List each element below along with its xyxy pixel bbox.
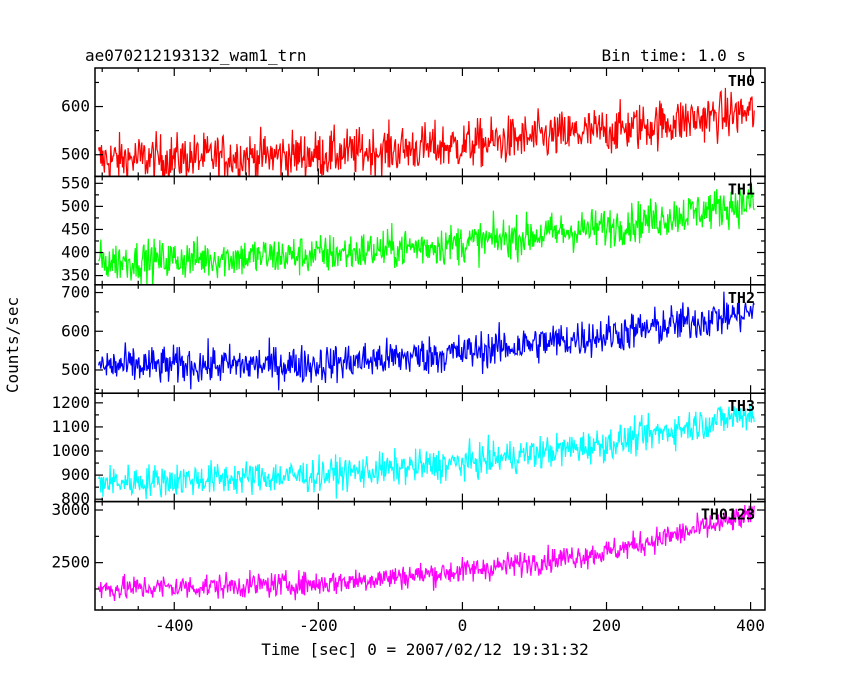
series-line-th3 [98, 403, 755, 500]
panel-th3: 800 900 1000 1100 1200 TH3 [51, 392, 766, 508]
panel-label: TH2 [728, 289, 755, 307]
panel-th0: 500 600 TH0 [61, 67, 766, 178]
series-line-th2 [98, 291, 755, 391]
series-line-th0123 [98, 504, 755, 601]
panel-label: TH1 [728, 180, 755, 198]
panel-th2: 500 600 700 TH2 [61, 283, 766, 394]
y-tick-label: 1000 [51, 441, 90, 460]
y-tick-label: 2500 [51, 553, 90, 572]
y-tick-label: 600 [61, 97, 90, 116]
x-tick-label: 200 [592, 616, 621, 635]
x-tick-label: -400 [155, 616, 194, 635]
x-tick-label: 400 [736, 616, 765, 635]
y-tick-label: 400 [61, 243, 90, 262]
x-tick-label: 0 [458, 616, 468, 635]
y-tick-label: 450 [61, 219, 90, 238]
y-tick-label: 700 [61, 283, 90, 302]
panel-frame [94, 175, 766, 286]
y-tick-label: 3000 [51, 500, 90, 519]
panel-label: TH3 [728, 397, 755, 415]
y-tick-label: 550 [61, 173, 90, 192]
y-tick-label: 1200 [51, 393, 90, 412]
panel-th0123: 2500 3000 TH0123 [51, 500, 766, 611]
y-tick-label: 600 [61, 321, 90, 340]
y-tick-label: 350 [61, 266, 90, 285]
y-tick-label: 800 [61, 489, 90, 508]
panel-label: TH0 [728, 72, 755, 90]
panel-frame [94, 500, 766, 611]
panel-frame [94, 392, 766, 503]
chart-title-left: ae070212193132_wam1_trn [85, 46, 307, 65]
y-axis-label: Counts/sec [3, 297, 22, 393]
x-tick-label: -200 [299, 616, 338, 635]
chart-title-right: Bin time: 1.0 s [602, 46, 747, 65]
y-tick-label: 1100 [51, 417, 90, 436]
y-tick-label: 500 [61, 360, 90, 379]
y-tick-label: 500 [61, 196, 90, 215]
y-tick-label: 500 [61, 145, 90, 164]
x-axis-label: Time [sec] 0 = 2007/02/12 19:31:32 [261, 640, 589, 659]
series-line-th0 [98, 87, 755, 177]
panel-label: TH0123 [701, 506, 755, 524]
x-axis: -400 -200 0 200 400 [155, 616, 765, 635]
panel-th1: 350 400 450 500 550 TH1 [61, 173, 766, 286]
series-line-th1 [98, 182, 755, 285]
panels-group: 500 600 TH0 350 400 450 500 550 TH1 500 600 700 TH2 8… [51, 67, 766, 611]
y-tick-label: 900 [61, 465, 90, 484]
